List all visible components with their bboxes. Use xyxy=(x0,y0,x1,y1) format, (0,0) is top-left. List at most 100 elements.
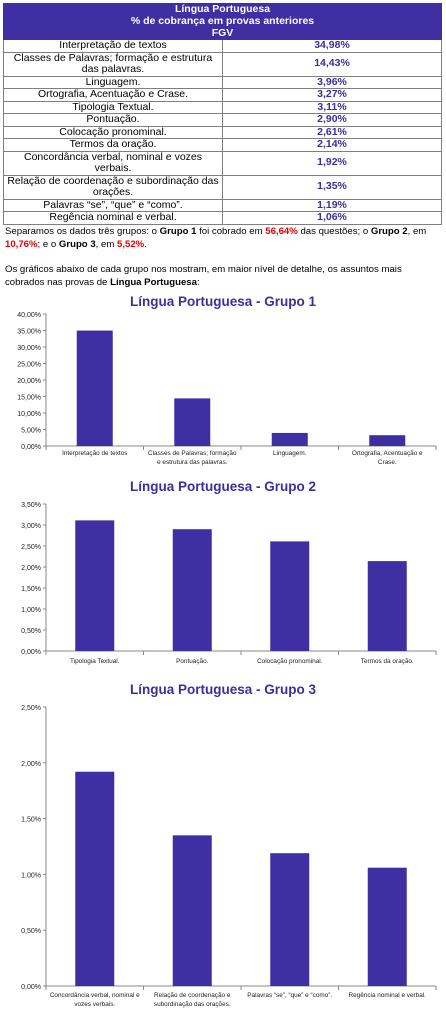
value-cell: 1,19% xyxy=(222,198,442,212)
topic-cell: Pontuação. xyxy=(3,113,223,127)
y-tick-label: 2,50% xyxy=(21,705,41,712)
table-row: Relação de coordenação e subordinação da… xyxy=(3,174,442,200)
y-tick-label: 30,00% xyxy=(17,345,41,352)
topic-cell: Classes de Palavras; formação e estrutur… xyxy=(3,51,223,77)
subject-label: Língua Portuguesa xyxy=(110,276,197,288)
x-tick-label: subordinação das orações. xyxy=(154,1001,231,1008)
text-span: foi cobrado em xyxy=(196,226,266,237)
bar xyxy=(270,541,310,651)
table-row: Palavras “se”, “que” e “como”. 1,19% xyxy=(3,198,442,212)
text-span: , em xyxy=(95,238,117,250)
bar xyxy=(367,561,407,651)
bar xyxy=(75,520,115,651)
bar xyxy=(270,853,310,986)
x-tick-label: Termos da oração. xyxy=(361,658,414,665)
text-span: , em xyxy=(407,226,427,237)
x-tick-label: Relação de coordenação e xyxy=(154,992,231,999)
value-cell: 34,98% xyxy=(222,39,442,53)
group-3-label: Grupo 3 xyxy=(58,238,96,250)
x-tick-label: Linguagem. xyxy=(273,450,307,457)
x-tick-label: Classes de Palavras; formação xyxy=(148,450,237,457)
charts-intro-paragraph: Os gráficos abaixo de cada grupo nos mos… xyxy=(5,264,441,289)
value-cell: 1,35% xyxy=(222,174,442,200)
value-cell: 2,90% xyxy=(222,113,442,127)
group-1-label: Grupo 1 xyxy=(159,226,197,237)
text-span: Os gráficos abaixo de cada grupo nos mos… xyxy=(5,264,402,288)
y-tick-label: 1,50% xyxy=(21,586,41,593)
value-cell: 1,06% xyxy=(222,211,442,225)
groups-summary-paragraph: Separamos os dados três grupos: o Grupo … xyxy=(5,226,441,251)
chart-title: Língua Portuguesa - Grupo 3 xyxy=(130,682,316,697)
group-2-label: Grupo 2 xyxy=(370,226,408,237)
group-2-value: 10,76% xyxy=(5,238,38,250)
y-tick-label: 0,50% xyxy=(21,628,41,635)
topic-cell: Colocação pronominal. xyxy=(3,125,223,139)
y-tick-label: 40,00% xyxy=(17,312,41,319)
text-span: : xyxy=(196,276,200,288)
topic-cell: Concordância verbal, nominal e vozes ver… xyxy=(3,150,223,176)
bar xyxy=(174,398,211,446)
chart-grupo-3: Língua Portuguesa - Grupo 3 0,00% 0,50% 1,0… xyxy=(21,682,437,1008)
x-tick-label: Ortografia, Acentuação e xyxy=(352,450,423,457)
y-tick-label: 1,50% xyxy=(21,817,41,824)
y-tick-label: 35,00% xyxy=(17,329,41,336)
text-span: ; e o xyxy=(37,238,59,250)
topic-cell: Relação de coordenação e subordinação da… xyxy=(3,174,223,200)
y-tick-label: 10,00% xyxy=(17,411,41,418)
y-tick-label: 2,50% xyxy=(21,544,41,551)
y-tick-label: 20,00% xyxy=(17,378,41,385)
chart-grupo-2: Língua Portuguesa - Grupo 2 0,00% 0,50% 1,0… xyxy=(21,479,437,665)
x-tick-label: Palavras “se”, “que” e “como”. xyxy=(247,992,332,999)
topic-cell: Regência nominal e verbal. xyxy=(3,211,223,225)
y-tick-label: 3,50% xyxy=(21,502,41,509)
x-tick-label: Pontuação. xyxy=(176,658,209,665)
y-tick-label: 1,00% xyxy=(21,607,41,614)
topic-cell: Linguagem. xyxy=(3,75,223,89)
y-tick-label: 1,00% xyxy=(21,872,41,879)
y-tick-label: 0,50% xyxy=(21,928,41,935)
x-tick-label: Colocação pronominal. xyxy=(257,658,323,665)
y-tick-label: 2,00% xyxy=(21,761,41,768)
x-tick-label: Interpretação de textos xyxy=(62,450,127,457)
x-tick-label: Tipologia Textual. xyxy=(70,658,120,665)
text-span: das questões; o xyxy=(297,226,371,237)
topic-cell: Ortografia, Acentuação e Crase. xyxy=(3,88,223,102)
text-span: Separamos os dados três grupos: o xyxy=(5,226,160,237)
table-row: Pontuação. 2,90% xyxy=(3,113,442,127)
topic-cell: Tipologia Textual. xyxy=(3,100,223,114)
text-span: . xyxy=(144,238,147,250)
bar xyxy=(76,330,113,446)
bar xyxy=(369,435,406,446)
y-tick-label: 0,00% xyxy=(21,649,41,656)
chart-grupo-1: Língua Portuguesa - Grupo 1 0,00% 5,00% 10,… xyxy=(17,294,437,466)
table-row: Concordância verbal, nominal e vozes ver… xyxy=(3,150,442,176)
table-subtitle: % de cobrança em provas anteriores xyxy=(3,15,442,28)
table-row: Tipologia Textual. 3,11% xyxy=(3,100,442,114)
chart-title: Língua Portuguesa - Grupo 1 xyxy=(130,294,316,309)
bar xyxy=(75,771,115,986)
table-row: Interpretação de textos 34,98% xyxy=(3,39,442,53)
table-row: Regência nominal e verbal. 1,06% xyxy=(3,211,442,225)
x-tick-label: Concordância verbal, nominal e xyxy=(50,992,140,999)
table-title: Língua Portuguesa xyxy=(3,3,442,16)
x-tick-label: e estrutura das palavras. xyxy=(157,459,228,466)
value-cell: 3,27% xyxy=(222,88,442,102)
table-row: Classes de Palavras; formação e estrutur… xyxy=(3,51,442,77)
topic-cell: Palavras “se”, “que” e “como”. xyxy=(3,198,223,212)
chart-title: Língua Portuguesa - Grupo 2 xyxy=(130,479,316,494)
topic-percentage-table: Língua Portuguesa % de cobrança em prova… xyxy=(3,3,442,225)
table-row: Colocação pronominal. 2,61% xyxy=(3,125,442,139)
bar xyxy=(172,835,212,986)
bar xyxy=(271,432,308,446)
y-tick-label: 5,00% xyxy=(21,428,41,435)
group-3-value: 5,52% xyxy=(117,238,145,250)
value-cell: 3,11% xyxy=(222,100,442,114)
x-tick-label: vozes verbais. xyxy=(74,1001,115,1008)
y-tick-label: 0,00% xyxy=(21,984,41,991)
table-org: FGV xyxy=(3,27,442,40)
bar xyxy=(367,867,407,986)
value-cell: 3,96% xyxy=(222,75,442,89)
bar xyxy=(172,529,212,651)
y-tick-label: 0,00% xyxy=(21,444,41,451)
y-tick-label: 25,00% xyxy=(17,362,41,369)
